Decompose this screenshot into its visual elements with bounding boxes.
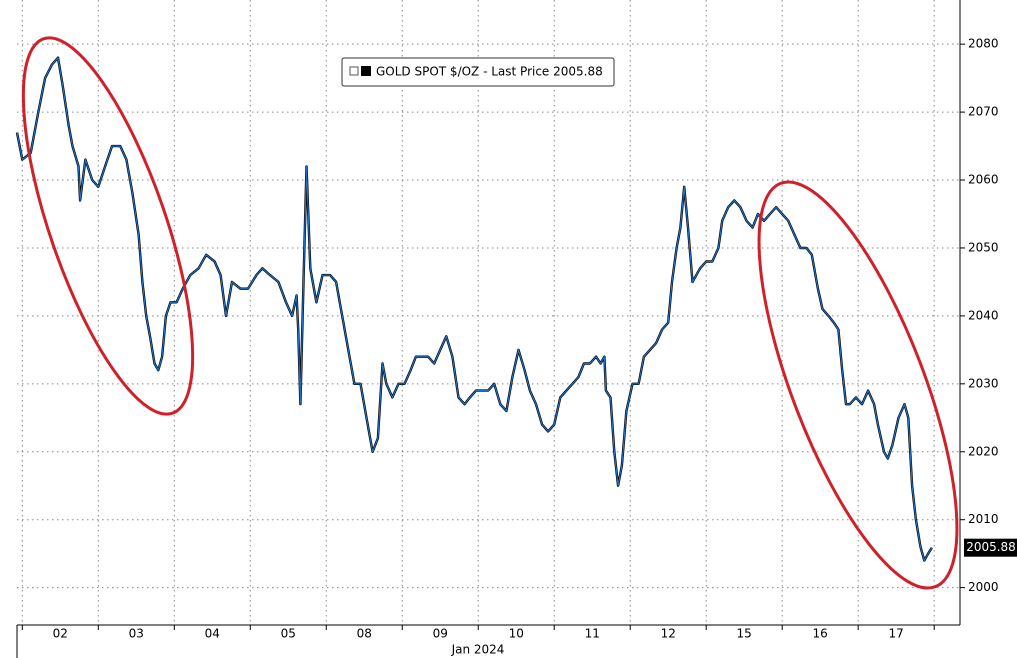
x-tick-label: 02 <box>53 627 68 641</box>
x-tick-label: 17 <box>889 627 904 641</box>
x-tick-label: 04 <box>205 627 220 641</box>
legend-swatch <box>361 66 371 76</box>
x-tick-label: 12 <box>661 627 676 641</box>
x-tick-label: 08 <box>357 627 372 641</box>
y-tick-label: 2050 <box>968 240 999 254</box>
y-tick-label: 2020 <box>968 444 999 458</box>
y-tick-label: 2080 <box>968 37 999 51</box>
price-line <box>16 57 933 562</box>
plot <box>15 56 933 562</box>
x-tick-label: 05 <box>281 627 296 641</box>
x-tick-label: 15 <box>737 627 752 641</box>
x-axis-label: Jan 2024 <box>451 643 505 657</box>
legend-box <box>341 57 615 87</box>
y-tick-label: 2040 <box>968 308 999 322</box>
highlight-ellipse <box>21 36 195 416</box>
y-tick-label: 2070 <box>968 105 999 119</box>
legend-toggle <box>349 66 359 76</box>
last-price-label: 2005.88 <box>966 540 1016 554</box>
grid <box>17 0 965 630</box>
y-tick-label: 2030 <box>968 376 999 390</box>
x-tick-label: 10 <box>509 627 524 641</box>
legend: GOLD SPOT $/OZ - Last Price 2005.88 <box>341 57 615 87</box>
x-tick-label: 03 <box>129 627 144 641</box>
y-tick-label: 2060 <box>968 173 999 187</box>
highlight-ellipse <box>757 180 959 590</box>
x-tick-label: 11 <box>585 627 600 641</box>
y-tick-label: 2000 <box>968 580 999 594</box>
legend-label: GOLD SPOT $/OZ - Last Price 2005.88 <box>376 65 603 79</box>
last-price-badge <box>964 538 1017 557</box>
x-tick-label: 16 <box>813 627 828 641</box>
y-tick-label: 2010 <box>968 512 999 526</box>
x-tick-label: 09 <box>433 627 448 641</box>
